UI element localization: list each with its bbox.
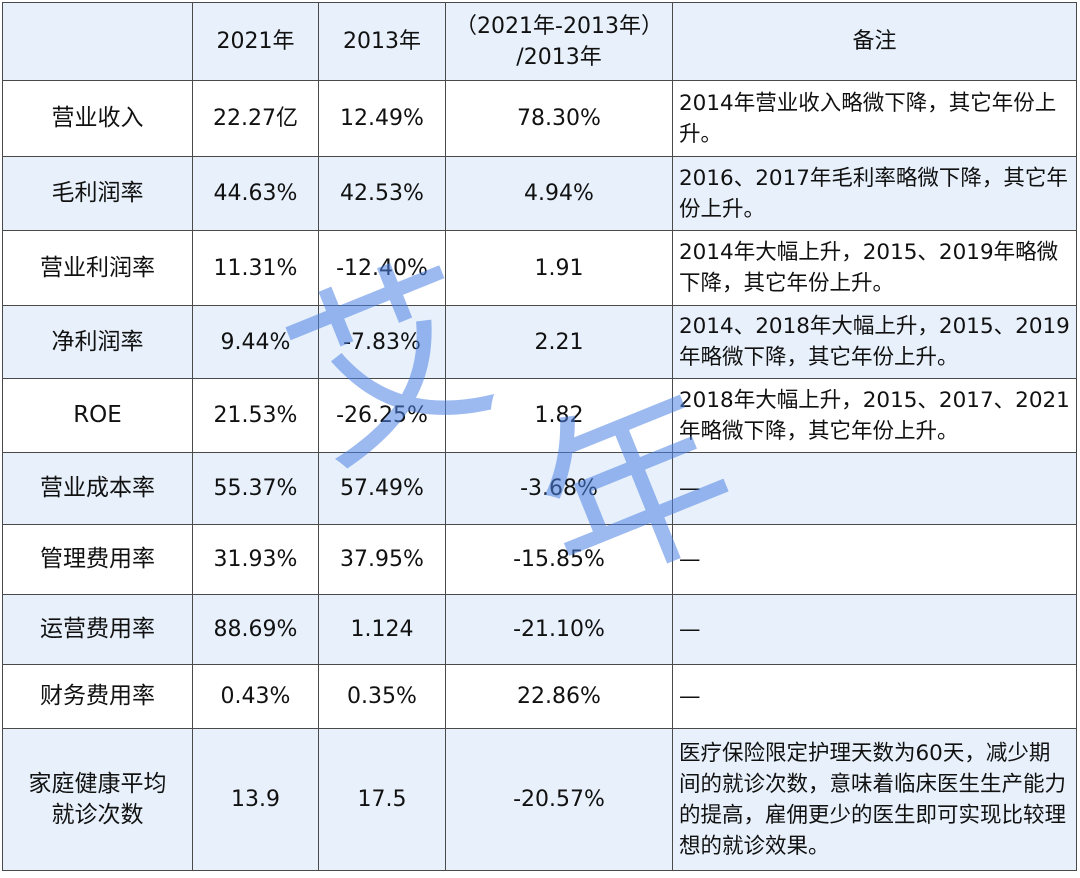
value-2021: 88.69% bbox=[192, 594, 319, 665]
value-change: 4.94% bbox=[445, 156, 673, 231]
header-2013: 2013年 bbox=[318, 2, 446, 81]
value-2021: 9.44% bbox=[192, 305, 319, 379]
value-change: 78.30% bbox=[445, 80, 673, 157]
row-label: 净利润率 bbox=[2, 305, 193, 379]
header-note: 备注 bbox=[672, 2, 1077, 81]
value-2013: 57.49% bbox=[318, 452, 446, 525]
value-2021: 21.53% bbox=[192, 378, 319, 453]
row-label: 运营费用率 bbox=[2, 594, 193, 665]
note-cell: 医疗保险限定护理天数为60天，减少期间的就诊次数，意味着临床医生生产能力的提高，… bbox=[672, 728, 1077, 871]
table-row: 营业利润率 11.31% -12.40% 1.91 2014年大幅上升，2015… bbox=[2, 230, 1077, 306]
row-label: 管理费用率 bbox=[2, 524, 193, 595]
value-change: 1.82 bbox=[445, 378, 673, 453]
value-2021: 0.43% bbox=[192, 664, 319, 729]
header-change-line2: /2013年 bbox=[516, 44, 602, 70]
table-row: 财务费用率 0.43% 0.35% 22.86% — bbox=[2, 664, 1077, 729]
table-row: 家庭健康平均就诊次数 13.9 17.5 -20.57% 医疗保险限定护理天数为… bbox=[2, 728, 1077, 871]
value-2013: 37.95% bbox=[318, 524, 446, 595]
note-cell: 2014年大幅上升，2015、2019年略微下降，其它年份上升。 bbox=[672, 230, 1077, 306]
row-label: 家庭健康平均就诊次数 bbox=[2, 728, 193, 871]
row-label: 营业成本率 bbox=[2, 452, 193, 525]
note-cell: — bbox=[672, 452, 1077, 525]
note-cell: — bbox=[672, 664, 1077, 729]
header-change-line1: （2021年-2013年） bbox=[455, 13, 663, 39]
header-blank-cell bbox=[2, 2, 193, 81]
value-2013: 42.53% bbox=[318, 156, 446, 231]
value-2013: 1.124 bbox=[318, 594, 446, 665]
value-2013: -26.25% bbox=[318, 378, 446, 453]
table-row: ROE 21.53% -26.25% 1.82 2018年大幅上升，2015、2… bbox=[2, 378, 1077, 453]
row-label: 营业收入 bbox=[2, 80, 193, 157]
value-2013: -12.40% bbox=[318, 230, 446, 306]
value-change: -21.10% bbox=[445, 594, 673, 665]
row-label: 财务费用率 bbox=[2, 664, 193, 729]
value-change: -20.57% bbox=[445, 728, 673, 871]
header-change: （2021年-2013年） /2013年 bbox=[445, 2, 673, 81]
value-2013: 0.35% bbox=[318, 664, 446, 729]
value-2021: 44.63% bbox=[192, 156, 319, 231]
value-change: 1.91 bbox=[445, 230, 673, 306]
row-label: ROE bbox=[2, 378, 193, 453]
value-2021: 13.9 bbox=[192, 728, 319, 871]
value-2013: 17.5 bbox=[318, 728, 446, 871]
value-change: -15.85% bbox=[445, 524, 673, 595]
table-row: 营业成本率 55.37% 57.49% -3.68% — bbox=[2, 452, 1077, 525]
header-row: 2021年 2013年 （2021年-2013年） /2013年 备注 bbox=[2, 2, 1077, 81]
table-row: 营业收入 22.27亿 12.49% 78.30% 2014年营业收入略微下降，… bbox=[2, 80, 1077, 157]
note-cell: — bbox=[672, 594, 1077, 665]
value-2013: -7.83% bbox=[318, 305, 446, 379]
value-change: 2.21 bbox=[445, 305, 673, 379]
note-cell: 2016、2017年毛利率略微下降，其它年份上升。 bbox=[672, 156, 1077, 231]
note-cell: 2018年大幅上升，2015、2017、2021年略微下降，其它年份上升。 bbox=[672, 378, 1077, 453]
value-change: 22.86% bbox=[445, 664, 673, 729]
value-2013: 12.49% bbox=[318, 80, 446, 157]
value-change: -3.68% bbox=[445, 452, 673, 525]
row-label: 营业利润率 bbox=[2, 230, 193, 306]
note-cell: — bbox=[672, 524, 1077, 595]
row-label: 毛利润率 bbox=[2, 156, 193, 231]
header-2021: 2021年 bbox=[192, 2, 319, 81]
value-2021: 22.27亿 bbox=[192, 80, 319, 157]
note-cell: 2014、2018年大幅上升，2015、2019年略微下降，其它年份上升。 bbox=[672, 305, 1077, 379]
table-row: 管理费用率 31.93% 37.95% -15.85% — bbox=[2, 524, 1077, 595]
note-cell: 2014年营业收入略微下降，其它年份上升。 bbox=[672, 80, 1077, 157]
table-row: 毛利润率 44.63% 42.53% 4.94% 2016、2017年毛利率略微… bbox=[2, 156, 1077, 231]
value-2021: 31.93% bbox=[192, 524, 319, 595]
value-2021: 11.31% bbox=[192, 230, 319, 306]
table-row: 净利润率 9.44% -7.83% 2.21 2014、2018年大幅上升，20… bbox=[2, 305, 1077, 379]
table-row: 运营费用率 88.69% 1.124 -21.10% — bbox=[2, 594, 1077, 665]
value-2021: 55.37% bbox=[192, 452, 319, 525]
